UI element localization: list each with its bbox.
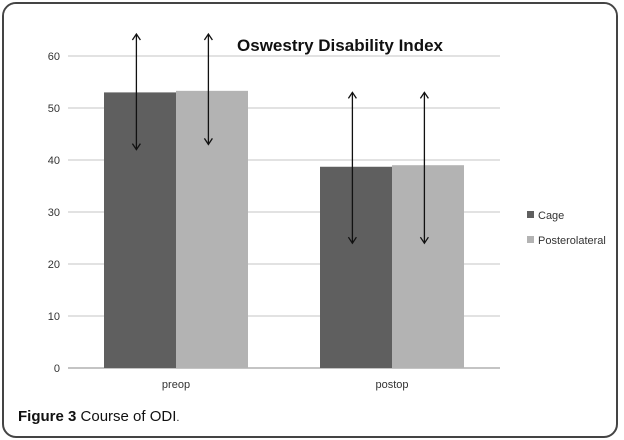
legend: Cage Posterolateral	[527, 210, 606, 247]
legend-label: Posterolateral	[538, 235, 606, 247]
y-tick-label: 0	[54, 363, 60, 375]
arrow-head	[419, 91, 429, 99]
bar	[176, 90, 248, 368]
bar-chart: 0 10 20 30 40 50 60 preop postop Cage Posterolat…	[4, 4, 616, 404]
chart-title: Oswestry Disability Index	[237, 36, 444, 55]
error-arrows	[131, 32, 429, 245]
arrow-head	[347, 236, 357, 245]
y-tick-label: 40	[48, 155, 60, 167]
y-tick-label: 10	[48, 311, 60, 323]
y-tick-label: 60	[48, 51, 60, 63]
figure-caption: Figure 3 Course of ODI.	[18, 408, 179, 425]
bar	[320, 166, 392, 368]
arrow-head	[419, 236, 429, 245]
y-axis-ticks: 0 10 20 30 40 50 60	[48, 51, 60, 375]
arrow-head	[131, 32, 141, 41]
legend-label: Cage	[538, 210, 564, 222]
arrow-head	[203, 32, 213, 41]
arrow-head	[131, 143, 141, 151]
figure-frame: 0 10 20 30 40 50 60 preop postop Cage Posterolat…	[2, 2, 618, 438]
bars	[104, 90, 464, 369]
figure-label: Figure 3	[18, 408, 77, 425]
bar	[392, 165, 464, 368]
x-axis-ticks: preop postop	[162, 379, 409, 391]
legend-swatch	[527, 236, 534, 243]
bar	[104, 92, 176, 369]
x-tick-label: postop	[375, 379, 408, 391]
y-tick-label: 20	[48, 259, 60, 271]
x-tick-label: preop	[162, 379, 190, 391]
legend-swatch	[527, 211, 534, 218]
y-tick-label: 50	[48, 103, 60, 115]
figure-caption-text: Course of ODI	[80, 408, 177, 425]
arrow-head	[347, 91, 357, 99]
arrow-head	[203, 138, 213, 146]
figure-caption-period: .	[176, 412, 180, 424]
y-tick-label: 30	[48, 207, 60, 219]
